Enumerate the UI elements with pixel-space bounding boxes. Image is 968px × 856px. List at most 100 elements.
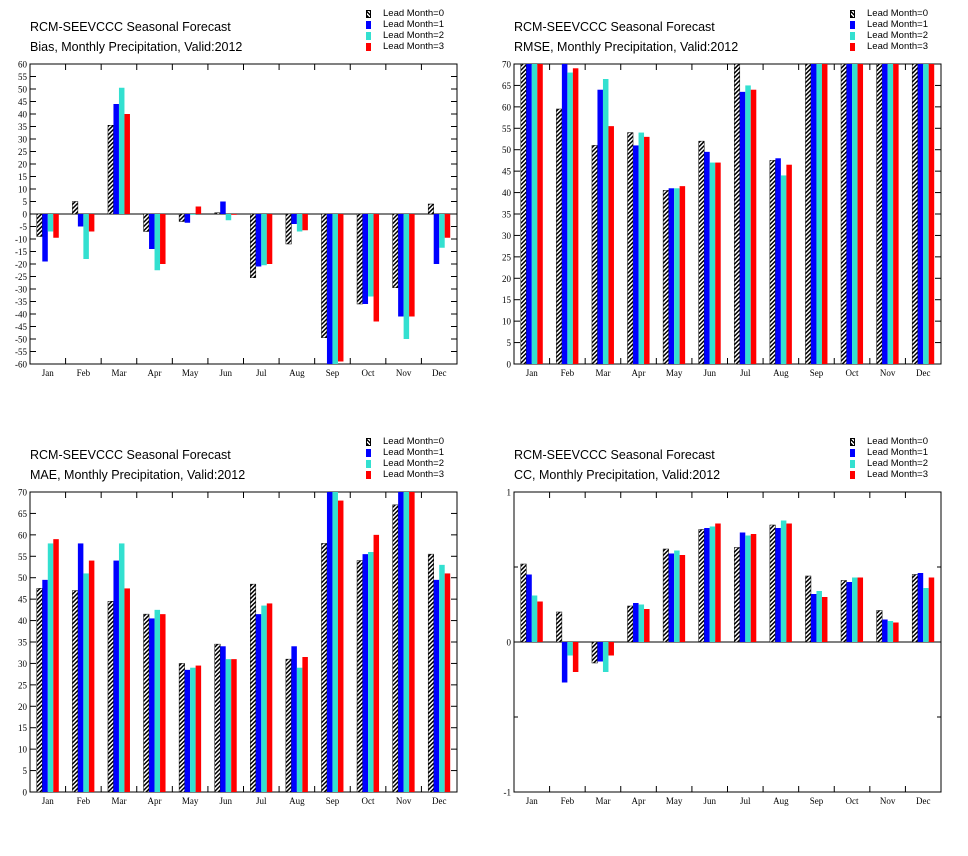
- bar: [739, 532, 746, 642]
- bar: [255, 214, 262, 267]
- x-tick-label: Jul: [256, 368, 267, 378]
- bar: [231, 659, 237, 792]
- x-tick-label: Aug: [289, 368, 305, 378]
- x-tick-label: Sep: [810, 796, 824, 806]
- bar: [882, 64, 888, 364]
- chart-svg: 0 5 10 15 20 25 30 35 40 45 50 55 60 65 70 Jan Feb Mar Apr…: [18, 488, 458, 806]
- bar: [745, 535, 751, 642]
- y-tick-label: 70: [18, 488, 28, 498]
- x-tick-label: Jun: [703, 368, 716, 378]
- bar: [409, 214, 415, 317]
- y-tick-label: 0: [507, 360, 512, 370]
- bar: [810, 64, 817, 364]
- x-tick-label: Dec: [432, 796, 447, 806]
- bar: [526, 574, 532, 642]
- x-tick-label: Jul: [740, 796, 751, 806]
- legend-swatch: [366, 448, 371, 457]
- y-tick-label: 20: [502, 274, 512, 284]
- bar: [427, 203, 434, 215]
- bar: [250, 213, 257, 278]
- bar: [154, 214, 161, 271]
- bar: [846, 64, 853, 364]
- legend-swatch: [366, 459, 371, 468]
- y-tick-label: 45: [502, 167, 512, 177]
- x-tick-label: Oct: [846, 796, 859, 806]
- bar: [857, 577, 864, 642]
- bar: [296, 214, 303, 232]
- bar: [296, 667, 303, 792]
- bar: [337, 500, 344, 792]
- y-tick-label: -55: [15, 347, 27, 357]
- chart-subtitle: RMSE, Monthly Precipitation, Valid:2012: [514, 40, 739, 54]
- chart-title: RCM-SEEVCCC Seasonal Forecast: [514, 448, 715, 462]
- bar: [118, 87, 125, 214]
- legend-item: Lead Month=3: [850, 41, 928, 52]
- bar: [88, 214, 95, 232]
- bar: [769, 524, 776, 643]
- y-tick-label: 5: [23, 197, 28, 207]
- legend-item: Lead Month=2: [850, 458, 928, 469]
- bar: [715, 162, 721, 364]
- y-tick-label: 15: [18, 723, 28, 733]
- bar: [662, 548, 669, 643]
- bar: [911, 64, 918, 364]
- legend-item: Lead Month=0: [850, 436, 928, 447]
- y-tick-label: 25: [18, 680, 28, 690]
- bar: [266, 214, 273, 264]
- legend-swatch: [366, 42, 371, 51]
- bar: [439, 564, 445, 792]
- bar: [556, 611, 563, 643]
- bar: [633, 603, 639, 642]
- y-tick-label: 50: [18, 573, 28, 583]
- bar: [591, 145, 598, 364]
- bar: [160, 214, 166, 264]
- y-tick-label: 50: [18, 85, 28, 95]
- bar: [433, 214, 440, 264]
- bar: [72, 590, 79, 792]
- bar: [326, 492, 333, 792]
- bar: [83, 214, 89, 259]
- bar: [852, 64, 858, 364]
- x-tick-label: Oct: [846, 368, 859, 378]
- x-tick-label: Mar: [111, 796, 126, 806]
- bar: [47, 214, 54, 232]
- legend: Lead Month=0 Lead Month=1 Lead Month=2 Lead…: [850, 436, 928, 480]
- y-tick-label: -5: [20, 222, 28, 232]
- bar: [53, 214, 59, 238]
- y-tick-label: 60: [18, 530, 28, 540]
- bar: [572, 68, 579, 364]
- y-tick-label: 1: [507, 488, 512, 498]
- bar: [911, 574, 918, 643]
- bar: [231, 214, 237, 215]
- bar: [882, 619, 888, 642]
- y-tick-label: 10: [18, 745, 28, 755]
- legend-label: Lead Month=2: [383, 30, 445, 41]
- bar: [225, 659, 232, 792]
- chart-panel-rmse: 0 5 10 15 20 25 30 35 40 45 50 55 60 65 70 Jan Feb Mar Apr…: [484, 0, 968, 428]
- y-tick-label: -35: [15, 297, 27, 307]
- legend-item: Lead Month=0: [366, 436, 444, 447]
- bar: [220, 201, 226, 214]
- bar: [668, 188, 675, 364]
- bar: [561, 64, 568, 364]
- bar: [750, 89, 757, 364]
- y-tick-label: -25: [15, 272, 27, 282]
- legend-label: Lead Month=1: [383, 19, 445, 30]
- x-tick-label: Aug: [289, 796, 305, 806]
- legend-item: Lead Month=2: [366, 458, 444, 469]
- bar: [674, 188, 680, 364]
- bar: [857, 64, 864, 364]
- x-tick-label: Sep: [326, 796, 340, 806]
- y-tick-label: 25: [502, 252, 512, 262]
- bar: [633, 145, 639, 364]
- legend-label: Lead Month=3: [867, 41, 929, 52]
- bar: [250, 583, 257, 792]
- bar: [769, 160, 776, 364]
- bar: [520, 563, 527, 643]
- y-tick-label: 35: [18, 638, 28, 648]
- y-tick-label: -20: [15, 260, 27, 270]
- y-tick-label: 50: [502, 145, 512, 155]
- legend-swatch: [366, 31, 371, 40]
- bar: [398, 214, 404, 317]
- bar: [36, 213, 43, 237]
